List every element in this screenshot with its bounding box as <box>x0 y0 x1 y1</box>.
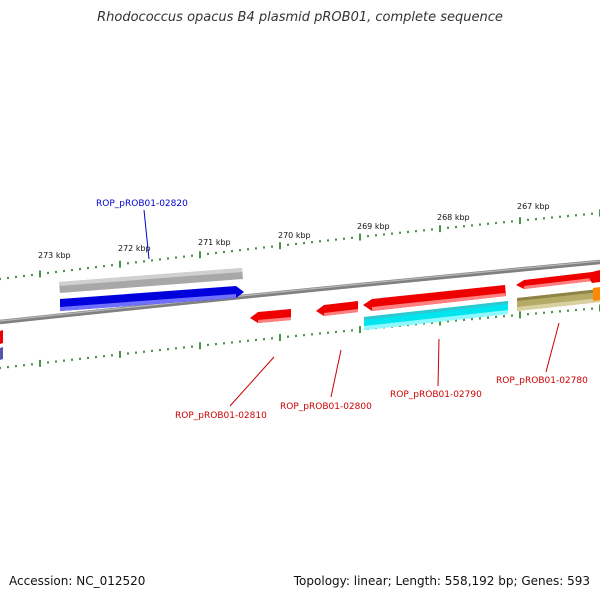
sequence-backbone-highlight <box>0 260 600 322</box>
ruler-label-267: 267 kbp <box>517 202 550 211</box>
gene-right-edge-red[interactable] <box>589 270 600 283</box>
ruler-label-270: 270 kbp <box>278 231 311 240</box>
topology-summary: Topology: linear; Length: 558,192 bp; Ge… <box>293 574 590 588</box>
ruler-label-268: 268 kbp <box>437 213 470 222</box>
gene-label-02810[interactable]: ROP_pROB01-02810 <box>175 411 267 421</box>
gene-02800[interactable] <box>316 301 358 316</box>
gene-02810[interactable] <box>250 309 291 323</box>
gene-label-02800[interactable]: ROP_pROB01-02800 <box>280 402 372 412</box>
gene-02780-upper[interactable] <box>516 272 592 289</box>
callout-line-02800 <box>330 349 342 398</box>
accession-text: Accession: NC_012520 <box>9 574 146 588</box>
outer-tick-ring <box>0 209 600 281</box>
gene-label-02790[interactable]: ROP_pROB01-02790 <box>390 390 482 400</box>
callout-line-02810 <box>229 356 275 407</box>
gene-left-edge-red[interactable] <box>0 330 3 344</box>
gene-label-02820[interactable]: ROP_pROB01-02820 <box>96 199 188 209</box>
gene-02820[interactable] <box>60 286 244 311</box>
gene-02790[interactable] <box>364 301 508 330</box>
gene-02780[interactable] <box>517 289 600 311</box>
gene-left-edge-blue[interactable] <box>0 347 3 360</box>
callout-line-02790 <box>437 338 440 387</box>
gene-02790-red[interactable] <box>363 285 506 311</box>
gene-label-02780[interactable]: ROP_pROB01-02780 <box>496 376 588 386</box>
sequence-backbone <box>0 259 600 325</box>
ruler-label-269: 269 kbp <box>357 222 390 231</box>
callout-line-02820 <box>143 209 150 260</box>
callout-line-02780 <box>545 322 560 373</box>
gene-right-edge-orange[interactable] <box>593 287 600 301</box>
ruler-label-272: 272 kbp <box>118 244 151 253</box>
ruler-label-273: 273 kbp <box>38 251 71 260</box>
ruler-label-271: 271 kbp <box>198 238 231 247</box>
map-title: Rhodococcus opacus B4 plasmid pROB01, co… <box>97 10 503 25</box>
gene-02820-upper[interactable] <box>59 268 243 293</box>
